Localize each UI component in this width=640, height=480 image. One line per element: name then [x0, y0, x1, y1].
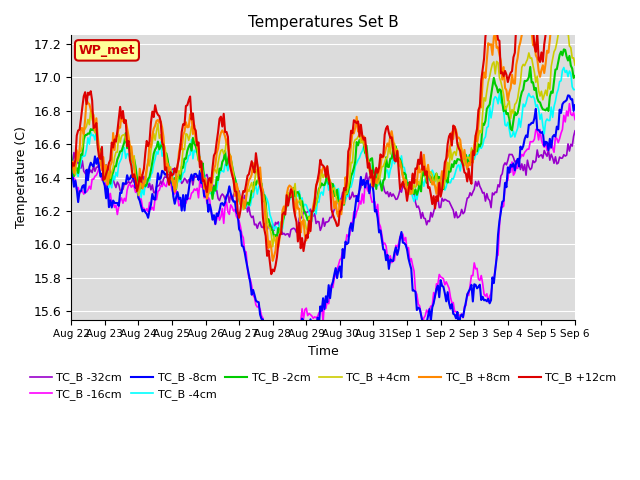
- TC_B +12cm: [372, 165, 380, 171]
- Text: WP_met: WP_met: [79, 44, 135, 57]
- TC_B -16cm: [511, 170, 518, 176]
- TC_B +8cm: [269, 258, 276, 264]
- TC_B -4cm: [81, 153, 89, 158]
- TC_B +12cm: [67, 166, 75, 172]
- TC_B -4cm: [161, 152, 169, 157]
- TC_B +4cm: [556, 13, 563, 19]
- TC_B +12cm: [356, 133, 364, 139]
- TC_B +4cm: [81, 126, 89, 132]
- TC_B +4cm: [511, 102, 518, 108]
- TC_B -2cm: [67, 152, 75, 158]
- TC_B +12cm: [383, 123, 391, 129]
- TC_B +4cm: [269, 244, 276, 250]
- TC_B +4cm: [571, 62, 579, 68]
- TC_B -4cm: [511, 134, 518, 140]
- TC_B -32cm: [356, 188, 364, 193]
- TC_B -16cm: [383, 254, 391, 260]
- TC_B -16cm: [280, 368, 288, 374]
- TC_B -2cm: [372, 186, 380, 192]
- TC_B -2cm: [511, 109, 518, 115]
- TC_B +4cm: [372, 176, 380, 182]
- TC_B -8cm: [564, 93, 572, 98]
- TC_B +4cm: [383, 155, 391, 160]
- TC_B -4cm: [372, 172, 380, 178]
- TC_B -4cm: [67, 163, 75, 169]
- TC_B -8cm: [571, 102, 579, 108]
- TC_B -8cm: [356, 186, 364, 192]
- TC_B -32cm: [383, 189, 391, 194]
- TC_B -2cm: [571, 73, 579, 79]
- TC_B -16cm: [566, 101, 573, 107]
- TC_B +12cm: [571, 7, 579, 12]
- TC_B -4cm: [571, 86, 579, 92]
- TC_B +8cm: [383, 141, 391, 146]
- TC_B -16cm: [356, 198, 364, 204]
- Line: TC_B +12cm: TC_B +12cm: [71, 0, 575, 274]
- TC_B -32cm: [161, 174, 169, 180]
- TC_B -32cm: [81, 170, 89, 176]
- X-axis label: Time: Time: [308, 345, 339, 358]
- TC_B -2cm: [161, 153, 169, 158]
- TC_B +4cm: [67, 167, 75, 173]
- TC_B +12cm: [511, 50, 518, 56]
- TC_B -8cm: [67, 168, 75, 174]
- TC_B -4cm: [275, 230, 282, 236]
- TC_B -32cm: [67, 156, 75, 162]
- TC_B -2cm: [356, 137, 364, 143]
- Line: TC_B -4cm: TC_B -4cm: [71, 68, 575, 233]
- TC_B +8cm: [356, 121, 364, 127]
- TC_B +8cm: [372, 180, 380, 186]
- TC_B +12cm: [81, 89, 89, 95]
- TC_B -8cm: [81, 190, 89, 195]
- TC_B -16cm: [67, 173, 75, 179]
- Line: TC_B -2cm: TC_B -2cm: [71, 49, 575, 238]
- Line: TC_B -16cm: TC_B -16cm: [71, 104, 575, 371]
- TC_B -32cm: [285, 234, 293, 240]
- Line: TC_B +8cm: TC_B +8cm: [71, 0, 575, 261]
- TC_B +8cm: [161, 156, 169, 162]
- Y-axis label: Temperature (C): Temperature (C): [15, 127, 28, 228]
- TC_B +4cm: [356, 132, 364, 137]
- TC_B -2cm: [81, 132, 89, 138]
- TC_B +12cm: [161, 167, 169, 173]
- TC_B -32cm: [571, 128, 579, 134]
- Line: TC_B +4cm: TC_B +4cm: [71, 16, 575, 247]
- Title: Temperatures Set B: Temperatures Set B: [248, 15, 399, 30]
- TC_B -8cm: [372, 207, 380, 213]
- TC_B -8cm: [278, 388, 286, 394]
- TC_B -32cm: [372, 171, 380, 177]
- TC_B +12cm: [268, 271, 275, 277]
- TC_B -2cm: [383, 164, 391, 169]
- TC_B -4cm: [560, 65, 568, 71]
- Line: TC_B -32cm: TC_B -32cm: [71, 131, 575, 237]
- TC_B -4cm: [356, 155, 364, 161]
- TC_B -16cm: [571, 117, 579, 122]
- TC_B -8cm: [511, 168, 518, 173]
- Line: TC_B -8cm: TC_B -8cm: [71, 96, 575, 391]
- TC_B -16cm: [81, 189, 89, 195]
- TC_B -16cm: [161, 182, 169, 188]
- TC_B -8cm: [161, 172, 169, 178]
- TC_B -2cm: [560, 47, 568, 52]
- TC_B -16cm: [372, 210, 380, 216]
- TC_B +8cm: [511, 81, 518, 87]
- TC_B -2cm: [270, 235, 278, 240]
- TC_B -8cm: [383, 252, 391, 258]
- Legend: TC_B -32cm, TC_B -16cm, TC_B -8cm, TC_B -4cm, TC_B -2cm, TC_B +4cm, TC_B +8cm, T: TC_B -32cm, TC_B -16cm, TC_B -8cm, TC_B …: [25, 368, 621, 404]
- TC_B +8cm: [67, 163, 75, 169]
- TC_B +8cm: [571, 16, 579, 22]
- TC_B +4cm: [161, 144, 169, 150]
- TC_B -4cm: [383, 167, 391, 173]
- TC_B -32cm: [511, 159, 518, 165]
- TC_B +8cm: [81, 117, 89, 122]
